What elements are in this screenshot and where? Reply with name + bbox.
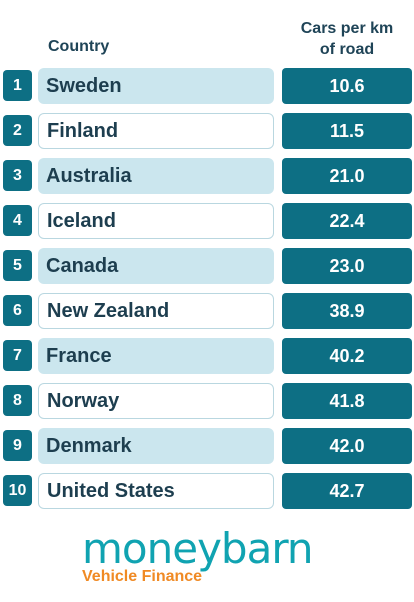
rank-badge: 10	[3, 475, 32, 506]
country-cell: New Zealand	[38, 293, 274, 329]
rank-badge: 1	[3, 70, 32, 101]
rank-badge: 4	[3, 205, 32, 236]
rank-badge: 2	[3, 115, 32, 146]
country-cell: Iceland	[38, 203, 274, 239]
value-cell: 23.0	[282, 248, 412, 284]
value-cell: 42.7	[282, 473, 412, 509]
table-row: 4 Iceland 22.4	[0, 203, 414, 239]
brand-tagline: Vehicle Finance	[82, 568, 203, 585]
rank-badge: 7	[3, 340, 32, 371]
value-cell: 40.2	[282, 338, 412, 374]
country-cell: United States	[38, 473, 274, 509]
country-cell: Finland	[38, 113, 274, 149]
value-cell: 11.5	[282, 113, 412, 149]
value-cell: 21.0	[282, 158, 412, 194]
country-cell: Denmark	[38, 428, 274, 464]
value-cell: 22.4	[282, 203, 412, 239]
rank-badge: 3	[3, 160, 32, 191]
value-cell: 42.0	[282, 428, 412, 464]
table-row: 6 New Zealand 38.9	[0, 293, 414, 329]
country-column-header: Country	[48, 38, 110, 55]
metric-column-header: Cars per km of road	[283, 18, 411, 60]
rank-badge: 9	[3, 430, 32, 461]
value-cell: 41.8	[282, 383, 412, 419]
value-cell: 38.9	[282, 293, 412, 329]
metric-header-line2: of road	[319, 41, 375, 58]
table-row: 3 Australia 21.0	[0, 158, 414, 194]
country-cell: Australia	[38, 158, 274, 194]
country-cell: Canada	[38, 248, 274, 284]
table-row: 5 Canada 23.0	[0, 248, 414, 284]
value-cell: 10.6	[282, 68, 412, 104]
table-row: 10 United States 42.7	[0, 473, 414, 509]
rank-badge: 6	[3, 295, 32, 326]
table-row: 7 France 40.2	[0, 338, 414, 374]
metric-header-line1: Cars per km	[300, 20, 394, 37]
rank-badge: 8	[3, 385, 32, 416]
table-row: 2 Finland 11.5	[0, 113, 414, 149]
rank-badge: 5	[3, 250, 32, 281]
table-row: 1 Sweden 10.6	[0, 68, 414, 104]
country-cell: Sweden	[38, 68, 274, 104]
table-row: 8 Norway 41.8	[0, 383, 414, 419]
country-cell: France	[38, 338, 274, 374]
brand-wordmark: moneybarn	[82, 524, 313, 573]
country-cell: Norway	[38, 383, 274, 419]
moneybarn-logo: moneybarn Vehicle Finance	[0, 520, 414, 590]
table-row: 9 Denmark 42.0	[0, 428, 414, 464]
